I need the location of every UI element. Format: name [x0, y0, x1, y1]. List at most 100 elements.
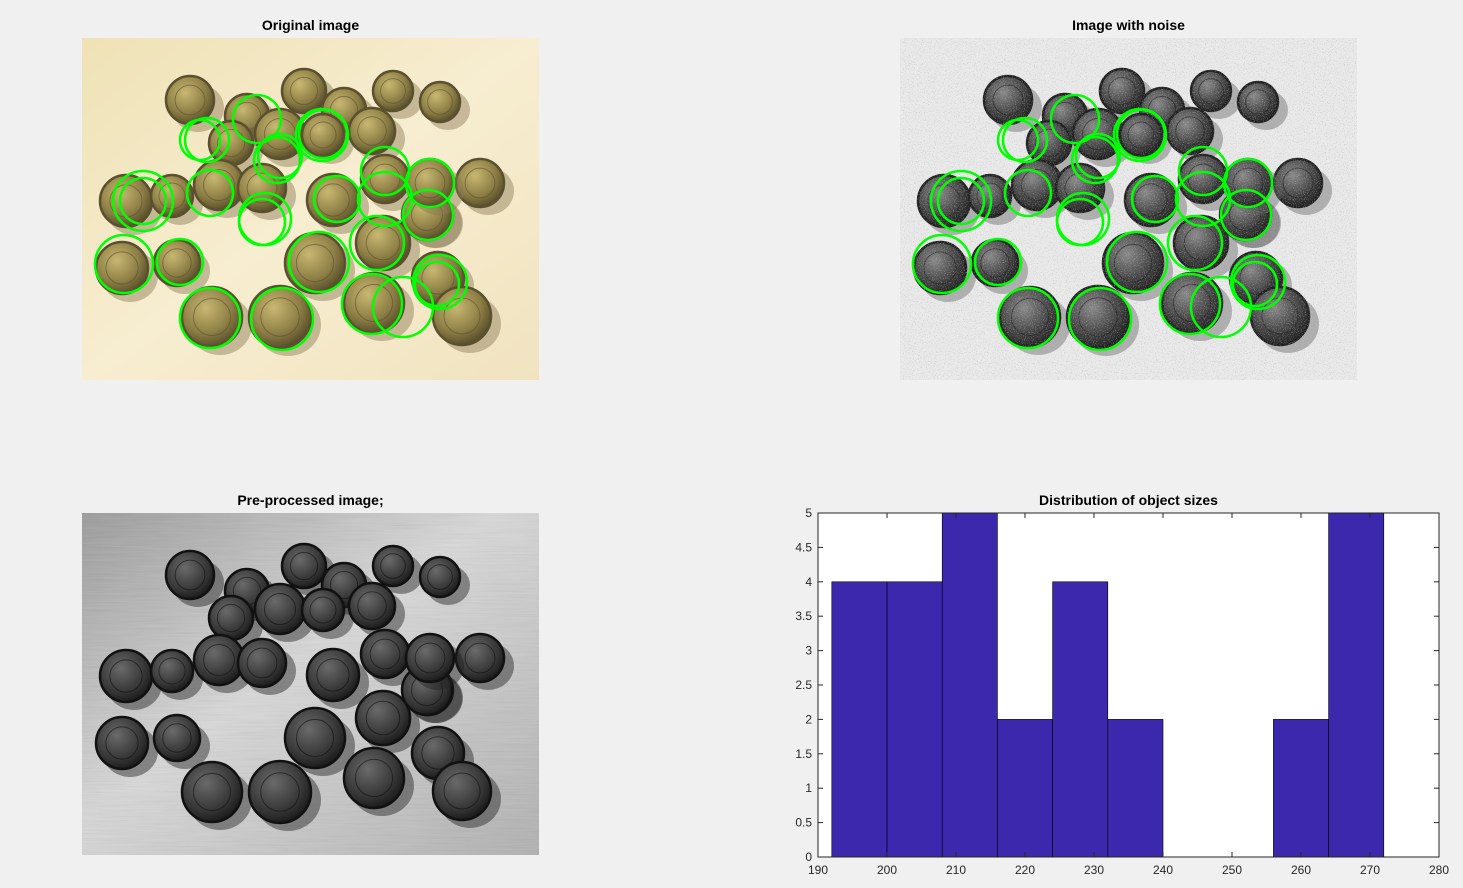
detected-circle [256, 132, 304, 180]
coin-inner-ring [414, 167, 446, 199]
y-tick-label: 0 [805, 850, 812, 864]
coin-inner-ring [357, 591, 387, 621]
histogram-bar [997, 719, 1053, 858]
coin [347, 581, 397, 631]
preprocessed-image [82, 513, 539, 855]
detected-circle [1229, 253, 1287, 311]
detected-circles [93, 93, 469, 352]
coin-inner-ring [464, 642, 496, 674]
coin-inner-ring [174, 84, 206, 116]
coin-inner-ring [174, 559, 206, 591]
coin-inner-ring [109, 659, 143, 693]
coin [418, 80, 462, 124]
detected-circle [297, 108, 349, 160]
coin [305, 647, 361, 703]
detected-circle [411, 253, 469, 311]
coin-inner-ring [260, 297, 300, 337]
coin-inner-ring [216, 603, 246, 633]
y-tick-label: 4.5 [795, 540, 812, 554]
detected-circle [340, 272, 404, 336]
noise-image [900, 38, 1357, 380]
detected-circle [996, 118, 1040, 162]
coin-inner-ring [421, 736, 455, 770]
coin-inner-ring [329, 570, 359, 600]
detected-circle [287, 230, 351, 294]
detected-circle [1105, 230, 1169, 294]
detected-circle [178, 286, 242, 350]
x-tick-label: 210 [946, 863, 966, 877]
detected-circle [348, 214, 406, 272]
coin-inner-ring [203, 169, 235, 201]
coin [347, 106, 397, 156]
coin [371, 544, 415, 588]
coin [280, 67, 328, 115]
detected-circles [911, 93, 1287, 352]
x-tick-label: 250 [1222, 863, 1242, 877]
coin [283, 231, 347, 295]
x-tick-label: 230 [1084, 863, 1104, 877]
coin [431, 285, 493, 347]
coin-inner-ring [203, 644, 235, 676]
detected-circle [1115, 108, 1167, 160]
detected-circle [1003, 168, 1053, 218]
coin-inner-ring [316, 183, 350, 217]
y-tick-label: 2.5 [795, 678, 812, 692]
histogram-bar [1107, 719, 1164, 858]
x-tick-label: 260 [1291, 863, 1311, 877]
x-tick-label: 190 [808, 863, 828, 877]
coin-inner-ring [158, 657, 186, 685]
coin [236, 637, 288, 689]
y-axis: 0 0.5 1 1.5 2 2.5 3 3.5 4 4.5 5 [795, 506, 1439, 864]
coin [149, 648, 195, 694]
coin-inner-ring [260, 772, 300, 812]
histogram-bars [831, 512, 1385, 858]
coin-inner-ring [295, 718, 335, 758]
detected-circle [1130, 174, 1180, 224]
coin [454, 632, 506, 684]
coin-inner-ring [192, 297, 232, 337]
y-tick-label: 0.5 [795, 816, 812, 830]
coin [192, 633, 246, 687]
detected-circle [1231, 260, 1279, 308]
coin [253, 582, 307, 636]
detected-circle [936, 176, 986, 226]
detected-circle [929, 169, 993, 233]
coin [354, 689, 412, 747]
coin [247, 284, 313, 350]
detected-circle [1067, 286, 1133, 352]
histogram-chart: 190 200 210 220 230 240 250 260 270 280 0 0.5 1 1.5 2… [795, 506, 1449, 877]
detected-circle [93, 233, 155, 295]
x-tick-label: 280 [1429, 863, 1449, 877]
x-tick-label: 200 [877, 863, 897, 877]
detected-circle [237, 197, 287, 247]
coin-inner-ring [464, 167, 496, 199]
histogram-bar [886, 581, 943, 858]
coin-inner-ring [192, 772, 232, 812]
coin-inner-ring [365, 700, 401, 736]
coin-inner-ring [295, 243, 335, 283]
coin [247, 759, 313, 825]
coin-inner-ring [354, 283, 394, 323]
original-image-title: Original image [261, 17, 360, 33]
preprocessed-image-canvas [82, 513, 539, 855]
coin-inner-ring [105, 251, 139, 285]
detected-circle [312, 174, 362, 224]
coin-inner-ring [162, 248, 192, 278]
coin [152, 238, 202, 288]
detected-circle [1070, 135, 1120, 185]
detected-circle [231, 93, 283, 145]
coin [180, 760, 244, 824]
coin [300, 587, 346, 633]
y-tick-label: 1.5 [795, 747, 812, 761]
x-tick-label: 220 [1015, 863, 1035, 877]
coin-inner-ring [380, 553, 406, 579]
coin [283, 706, 347, 770]
coin-inner-ring [162, 723, 192, 753]
detected-circle [356, 170, 414, 228]
coin-inner-ring [309, 121, 337, 149]
detected-circle [249, 286, 315, 352]
coin-inner-ring [289, 76, 319, 106]
coin-inner-ring [289, 551, 319, 581]
coin [359, 628, 411, 680]
detected-circle [178, 118, 222, 162]
